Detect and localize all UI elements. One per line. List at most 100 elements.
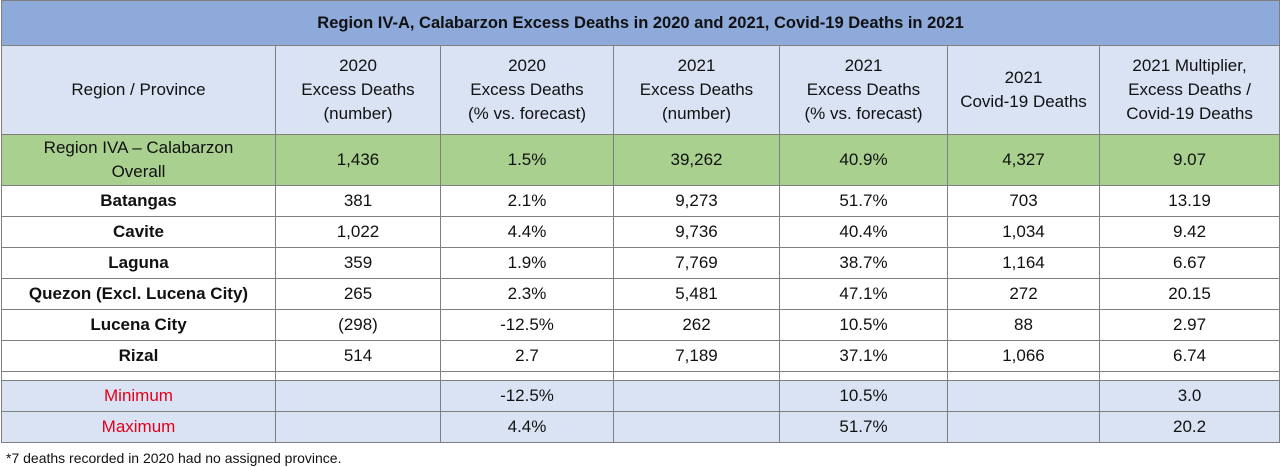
column-header: 2021 Excess Deaths (% vs. forecast): [779, 45, 948, 135]
spacer-cell: [275, 371, 441, 381]
province-value-cell: 20.15: [1098, 278, 1280, 310]
cell-line: Overall: [111, 162, 166, 181]
cell-line: 2020: [508, 56, 546, 75]
province-value-cell: 272: [947, 278, 1100, 310]
stat-row: Minimum -12.5% 10.5% 3.0: [1, 380, 1280, 412]
column-header: 2020 Excess Deaths (number): [275, 45, 441, 135]
province-value-cell: 9,273: [613, 185, 780, 217]
province-value-cell: 6.67: [1098, 247, 1280, 279]
cell-line: 2021: [1004, 68, 1043, 87]
province-value-cell: 1,164: [947, 247, 1100, 279]
cell-line: (% vs. forecast): [467, 104, 587, 123]
province-value-cell: 13.19: [1098, 185, 1280, 217]
province-name-cell: Laguna: [1, 247, 276, 279]
province-value-cell: 703: [947, 185, 1100, 217]
cell-line: Region / Province: [71, 80, 206, 99]
province-value-cell: 38.7%: [779, 247, 948, 279]
stat-pct-2020: -12.5%: [440, 380, 614, 412]
province-value-cell: 2.1%: [440, 185, 614, 217]
table-row: Rizal 514 2.7 7,189 37.1% 1,066 6.74: [1, 340, 1280, 372]
spacer-cell: [440, 371, 614, 381]
cell-line: (% vs. forecast): [804, 104, 923, 123]
province-value-cell: 2.7: [440, 340, 614, 372]
province-value-cell: 4.4%: [440, 216, 614, 248]
overall-value-cell: 40.9%: [779, 134, 948, 186]
province-value-cell: 51.7%: [779, 185, 948, 217]
cell-line: (number): [662, 104, 731, 123]
province-name-cell: Batangas: [1, 185, 276, 217]
cell-line: Region IVA – Calabarzon: [43, 138, 234, 157]
region-name-cell: Region IVA – Calabarzon Overall: [1, 134, 276, 186]
cell-line: Excess Deaths /: [1128, 80, 1251, 99]
province-value-cell: 6.74: [1098, 340, 1280, 372]
province-name-cell: Lucena City: [1, 309, 276, 341]
cell-line: 2021: [844, 56, 883, 75]
column-header: 2021 Excess Deaths (number): [613, 45, 780, 135]
stat-label: Maximum: [1, 411, 276, 443]
table-row: Lucena City (298) -12.5% 262 10.5% 88 2.97: [1, 309, 1280, 341]
province-value-cell: -12.5%: [440, 309, 614, 341]
column-header: 2021 Multiplier, Excess Deaths / Covid-19 …: [1098, 45, 1280, 135]
table-title: Region IV-A, Calabarzon Excess Deaths in…: [0, 0, 1280, 46]
overall-value-cell: 1.5%: [440, 134, 614, 186]
overall-value-cell: 4,327: [947, 134, 1100, 186]
province-value-cell: 1.9%: [440, 247, 614, 279]
table-row: Quezon (Excl. Lucena City) 265 2.3% 5,481 47…: [1, 278, 1280, 310]
spacer-row: [1, 371, 1280, 381]
province-name-cell: Rizal: [1, 340, 276, 372]
province-value-cell: 5,481: [613, 278, 780, 310]
stat-multiplier: 20.2: [1098, 411, 1280, 443]
province-value-cell: 88: [947, 309, 1100, 341]
stat-pct-2021: 10.5%: [779, 380, 948, 412]
province-value-cell: 9.42: [1098, 216, 1280, 248]
stat-multiplier: 3.0: [1098, 380, 1280, 412]
province-value-cell: 381: [275, 185, 441, 217]
province-name-cell: Cavite: [1, 216, 276, 248]
province-value-cell: 10.5%: [779, 309, 948, 341]
cell-line: 2021 Multiplier,: [1132, 56, 1247, 75]
spacer-cell: [779, 371, 948, 381]
province-value-cell: 265: [275, 278, 441, 310]
column-header: 2021 Covid-19 Deaths: [947, 45, 1100, 135]
province-value-cell: 47.1%: [779, 278, 948, 310]
column-header: 2020 Excess Deaths (% vs. forecast): [440, 45, 614, 135]
cell-line: Covid-19 Deaths: [1126, 104, 1253, 123]
table-row: Cavite 1,022 4.4% 9,736 40.4% 1,034 9.42: [1, 216, 1280, 248]
province-value-cell: 37.1%: [779, 340, 948, 372]
cell-line: (number): [323, 104, 393, 123]
table-row: Batangas 381 2.1% 9,273 51.7% 703 13.19: [1, 185, 1280, 217]
province-value-cell: 40.4%: [779, 216, 948, 248]
overall-value-cell: 39,262: [613, 134, 780, 186]
column-header: Region / Province: [1, 45, 276, 135]
stat-empty-cell: [275, 411, 441, 443]
province-value-cell: (298): [275, 309, 441, 341]
province-value-cell: 7,769: [613, 247, 780, 279]
province-value-cell: 2.3%: [440, 278, 614, 310]
title-row: Region IV-A, Calabarzon Excess Deaths in…: [0, 0, 1280, 46]
stat-empty-cell: [947, 380, 1100, 412]
spacer-cell: [1, 371, 276, 381]
overall-row: Region IVA – Calabarzon Overall 1,436 1.5% 3…: [1, 134, 1280, 186]
cell-line: Excess Deaths: [639, 80, 754, 99]
header-row: Region / Province 2020 Excess Deaths (numbe…: [1, 45, 1280, 135]
province-value-cell: 9,736: [613, 216, 780, 248]
spacer-cell: [947, 371, 1100, 381]
spacer-cell: [1098, 371, 1280, 381]
stat-label: Minimum: [1, 380, 276, 412]
overall-value-cell: 1,436: [275, 134, 441, 186]
stat-empty-cell: [947, 411, 1100, 443]
cell-line: 2020: [339, 56, 377, 75]
spacer-cell: [613, 371, 780, 381]
overall-value-cell: 9.07: [1098, 134, 1280, 186]
stat-pct-2020: 4.4%: [440, 411, 614, 443]
cell-line: Excess Deaths: [806, 80, 921, 99]
province-name-cell: Quezon (Excl. Lucena City): [1, 278, 276, 310]
province-value-cell: 7,189: [613, 340, 780, 372]
province-value-cell: 262: [613, 309, 780, 341]
province-value-cell: 1,034: [947, 216, 1100, 248]
province-value-cell: 359: [275, 247, 441, 279]
stat-empty-cell: [613, 411, 780, 443]
cell-line: 2021: [677, 56, 716, 75]
footnote: *7 deaths recorded in 2020 had no assign…: [6, 450, 342, 466]
